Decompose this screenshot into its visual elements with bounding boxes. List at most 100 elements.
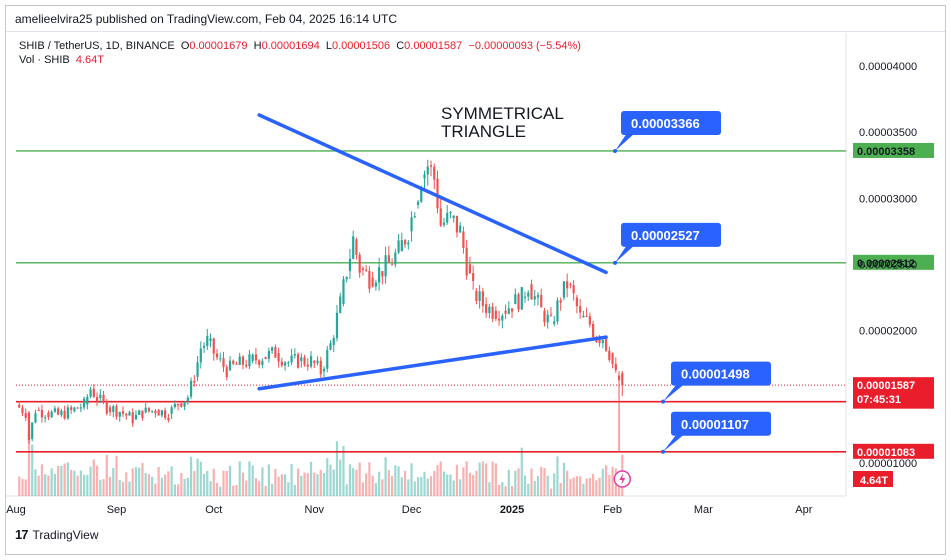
candle (151, 410, 154, 414)
candle-body (60, 410, 63, 416)
time-axis[interactable]: Aug Sep Oct Nov Dec 2025 Feb Mar Apr (6, 504, 813, 516)
x-tick-label: 2025 (500, 504, 524, 516)
price-chart[interactable]: 0.000033580.000025120.000014620.00001083… (6, 6, 945, 554)
candle (592, 320, 595, 339)
candle-body (177, 403, 180, 406)
candle (206, 328, 209, 350)
candle-body (157, 409, 160, 416)
callout-1: 0.00002527 (613, 222, 721, 265)
candle-body (449, 212, 452, 214)
candle (621, 371, 624, 396)
callout-text-1: 0.00002527 (631, 228, 700, 243)
candle-body (339, 296, 342, 313)
callout-text-2: 0.00001498 (681, 367, 750, 382)
volume-bar (566, 470, 569, 496)
volume-bar (180, 473, 183, 496)
volume-bar (300, 475, 303, 496)
volume-bar (284, 474, 287, 496)
candle-body (164, 410, 167, 418)
candle-body (258, 360, 261, 365)
candle-body (384, 255, 387, 277)
candle-body (209, 338, 212, 342)
volume-bar (76, 475, 79, 496)
candle (228, 356, 232, 372)
volume-bar (27, 430, 31, 496)
price-axis[interactable]: 0.00001000 0.00002000 0.00002500 0.00003000… (853, 61, 917, 487)
volume-bar (193, 471, 196, 496)
candle-body (407, 242, 410, 245)
volume-bar (147, 474, 151, 496)
candle-body (183, 401, 186, 407)
candle-body (510, 308, 514, 312)
candle (271, 346, 274, 354)
candle (352, 230, 355, 260)
volume-bar (381, 479, 384, 496)
candle-body (416, 201, 420, 205)
callout-2: 0.00001498 (661, 361, 771, 404)
volume-bars (18, 430, 632, 496)
volume-bar (102, 479, 105, 496)
candle-body (611, 353, 614, 365)
volume-bar (416, 477, 420, 496)
volume-bar (154, 483, 157, 496)
candle-body (63, 410, 66, 419)
symbol-name[interactable]: SHIB / TetherUS, 1D, BINANCE (19, 40, 175, 52)
candle (21, 404, 24, 416)
candle (173, 400, 176, 409)
volume-bar (254, 478, 258, 496)
candle (553, 315, 556, 327)
candle (164, 407, 167, 421)
volume-bar (598, 477, 601, 496)
candle (348, 248, 352, 279)
volume-bar (293, 485, 296, 496)
ohlc-row: SHIB / TetherUS, 1D, BINANCE O0.00001679… (19, 39, 581, 53)
candle (572, 280, 575, 301)
candle (501, 313, 504, 329)
candle-body (309, 356, 313, 367)
triangle-trendlines[interactable] (257, 113, 608, 391)
candle-body (92, 388, 95, 398)
candle (472, 265, 475, 290)
candle-body (335, 312, 339, 339)
candle (339, 292, 342, 314)
candle-body (222, 358, 225, 368)
candle-body (108, 407, 112, 412)
candle-body (180, 403, 183, 407)
candle-body (488, 306, 491, 313)
candle-body (193, 380, 196, 383)
callout-anchor-0 (613, 148, 617, 153)
candle (449, 210, 452, 219)
volume-bar (202, 473, 206, 496)
volume-bar (559, 483, 562, 496)
volume-bar (329, 464, 332, 496)
candle (118, 411, 121, 422)
volume-bar (267, 464, 270, 496)
candle-body (138, 410, 141, 415)
volume-bar (209, 481, 212, 496)
volume-bar (322, 472, 326, 496)
volume-bar (575, 476, 578, 496)
candle-body (433, 166, 436, 180)
candle (79, 403, 82, 413)
candle (543, 307, 546, 327)
candle (442, 217, 446, 228)
volume-bar (439, 461, 442, 496)
volume-label[interactable]: Vol · SHIB (19, 54, 70, 66)
volume-bar (582, 483, 585, 496)
candle-body (147, 407, 151, 412)
candle-body (497, 318, 501, 321)
candle-body (617, 375, 621, 381)
volume-bar (118, 479, 121, 496)
volume-bar (579, 476, 582, 496)
candle-body (151, 410, 154, 412)
candle (102, 390, 105, 405)
candle-body (245, 364, 248, 367)
candle-body (264, 356, 267, 359)
symbol-legend: SHIB / TetherUS, 1D, BINANCE O0.00001679… (19, 39, 581, 67)
candle (95, 392, 99, 407)
candle (177, 403, 180, 411)
candle-body (196, 362, 199, 377)
volume-bar (562, 462, 566, 496)
x-tick-label: Sep (107, 504, 127, 516)
candle (63, 405, 66, 420)
